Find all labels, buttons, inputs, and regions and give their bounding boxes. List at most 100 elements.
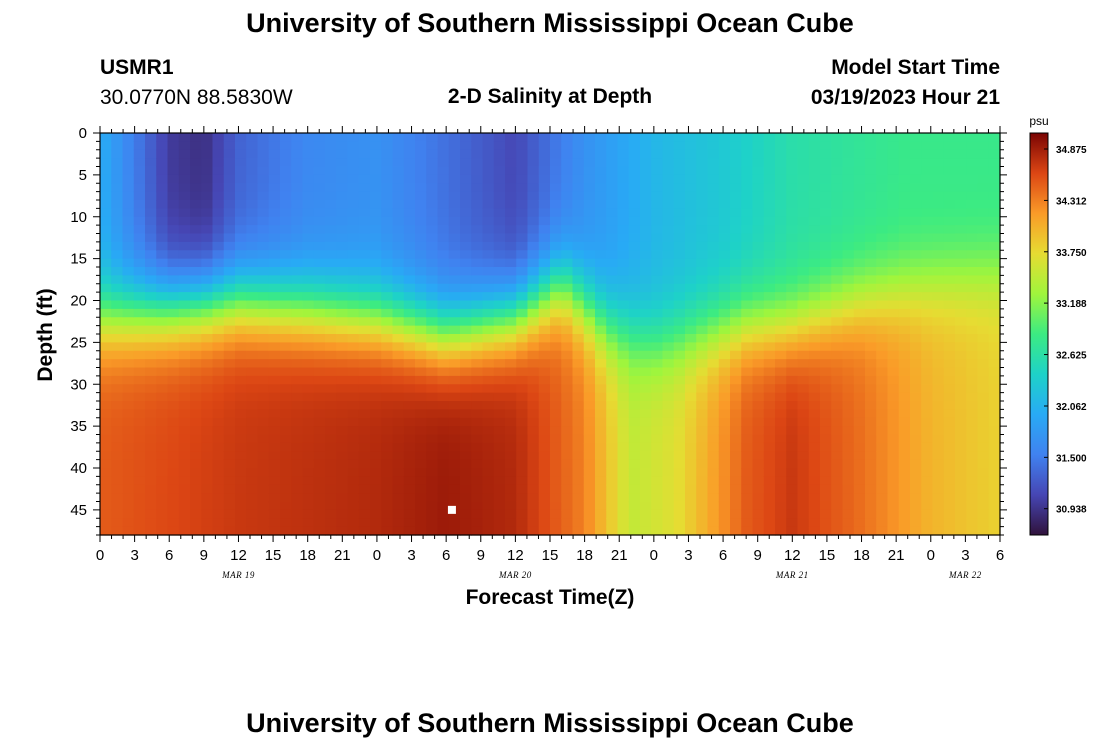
heatmap-cell	[268, 526, 281, 536]
heatmap-cell	[617, 484, 630, 494]
heatmap-cell	[685, 149, 697, 159]
heatmap-cell	[257, 216, 270, 226]
heatmap-cell	[887, 434, 900, 444]
heatmap-cell	[662, 283, 675, 293]
heatmap-cell	[887, 141, 900, 151]
heatmap-cell	[482, 225, 495, 235]
heatmap-cell	[696, 518, 709, 528]
heatmap-cell	[842, 409, 855, 419]
heatmap-cell	[223, 442, 236, 452]
heatmap-cell	[280, 141, 292, 151]
heatmap-cell	[932, 434, 945, 444]
heatmap-cell	[595, 401, 607, 410]
heatmap-cell	[763, 392, 776, 402]
heatmap-cell	[606, 426, 619, 436]
heatmap-cell	[808, 308, 821, 318]
heatmap-cell	[268, 241, 281, 251]
heatmap-cell	[842, 434, 855, 444]
heatmap-cell	[853, 359, 866, 369]
heatmap-cell	[955, 367, 967, 377]
heatmap-cell	[257, 442, 270, 452]
heatmap-cell	[347, 325, 360, 335]
heatmap-cell	[415, 384, 427, 394]
heatmap-cell	[246, 241, 259, 251]
heatmap-cell	[280, 191, 292, 201]
heatmap-cell	[943, 183, 956, 193]
heatmap-cell	[685, 283, 697, 293]
heatmap-cell	[561, 426, 574, 436]
heatmap-cell	[516, 526, 529, 536]
heatmap-cell	[415, 200, 427, 209]
heatmap-cell	[493, 350, 506, 360]
heatmap-cell	[595, 158, 607, 168]
heatmap-cell	[370, 334, 382, 343]
heatmap-cell	[955, 526, 967, 536]
heatmap-cell	[606, 300, 619, 310]
heatmap-cell	[280, 300, 292, 310]
heatmap-cell	[415, 409, 427, 419]
heatmap-cell	[325, 275, 337, 285]
heatmap-cell	[898, 442, 911, 452]
heatmap-cell	[167, 166, 180, 176]
heatmap-cell	[516, 509, 529, 519]
heatmap-cell	[392, 275, 405, 285]
heatmap-cell	[190, 468, 202, 477]
heatmap-cell	[865, 392, 877, 402]
heatmap-cell	[910, 484, 922, 494]
heatmap-cell	[212, 476, 225, 486]
heatmap-cell	[325, 451, 337, 461]
heatmap-cell	[853, 275, 866, 285]
heatmap-cell	[280, 325, 292, 335]
heatmap-cell	[133, 158, 146, 168]
heatmap-cell	[685, 191, 697, 201]
heatmap-cell	[212, 158, 225, 168]
heatmap-cell	[482, 216, 495, 226]
heatmap-cell	[516, 174, 529, 184]
heatmap-cell	[561, 342, 574, 352]
heatmap-cell	[561, 350, 574, 360]
heatmap-cell	[865, 133, 877, 142]
heatmap-cell	[606, 367, 619, 377]
heatmap-cell	[302, 292, 315, 302]
heatmap-cell	[223, 451, 236, 461]
heatmap-cell	[460, 208, 472, 218]
heatmap-cell	[786, 317, 799, 327]
heatmap-cell	[887, 292, 900, 302]
heatmap-cell	[887, 359, 900, 369]
heatmap-cell	[201, 191, 214, 201]
heatmap-cell	[403, 459, 416, 469]
heatmap-cell	[291, 459, 304, 469]
heatmap-cell	[403, 158, 416, 168]
heatmap-cell	[651, 367, 664, 377]
heatmap-cell	[943, 509, 956, 519]
heatmap-cell	[516, 149, 529, 159]
heatmap-cell	[651, 308, 664, 318]
heatmap-cell	[831, 384, 844, 394]
heatmap-cell	[741, 225, 754, 235]
heatmap-cell	[212, 484, 225, 494]
heatmap-cell	[977, 484, 990, 494]
heatmap-cell	[550, 174, 562, 184]
heatmap-cell	[831, 166, 844, 176]
heatmap-cell	[100, 359, 112, 369]
heatmap-cell	[730, 191, 742, 201]
heatmap-cell	[707, 451, 720, 461]
heatmap-cell	[786, 149, 799, 159]
heatmap-cell	[100, 334, 112, 343]
heatmap-cell	[190, 484, 202, 494]
heatmap-cell	[696, 225, 709, 235]
heatmap-cell	[347, 493, 360, 503]
heatmap-cell	[797, 300, 810, 310]
heatmap-cell	[865, 267, 877, 276]
heatmap-cell	[190, 300, 202, 310]
heatmap-cell	[808, 208, 821, 218]
heatmap-cell	[673, 468, 686, 477]
heatmap-cell	[865, 233, 877, 243]
heatmap-cell	[966, 275, 979, 285]
heatmap-cell	[606, 233, 619, 243]
heatmap-cell	[156, 342, 169, 352]
heatmap-cell	[471, 367, 484, 377]
heatmap-cell	[651, 283, 664, 293]
heatmap-cell	[538, 258, 551, 268]
heatmap-cell	[268, 392, 281, 402]
